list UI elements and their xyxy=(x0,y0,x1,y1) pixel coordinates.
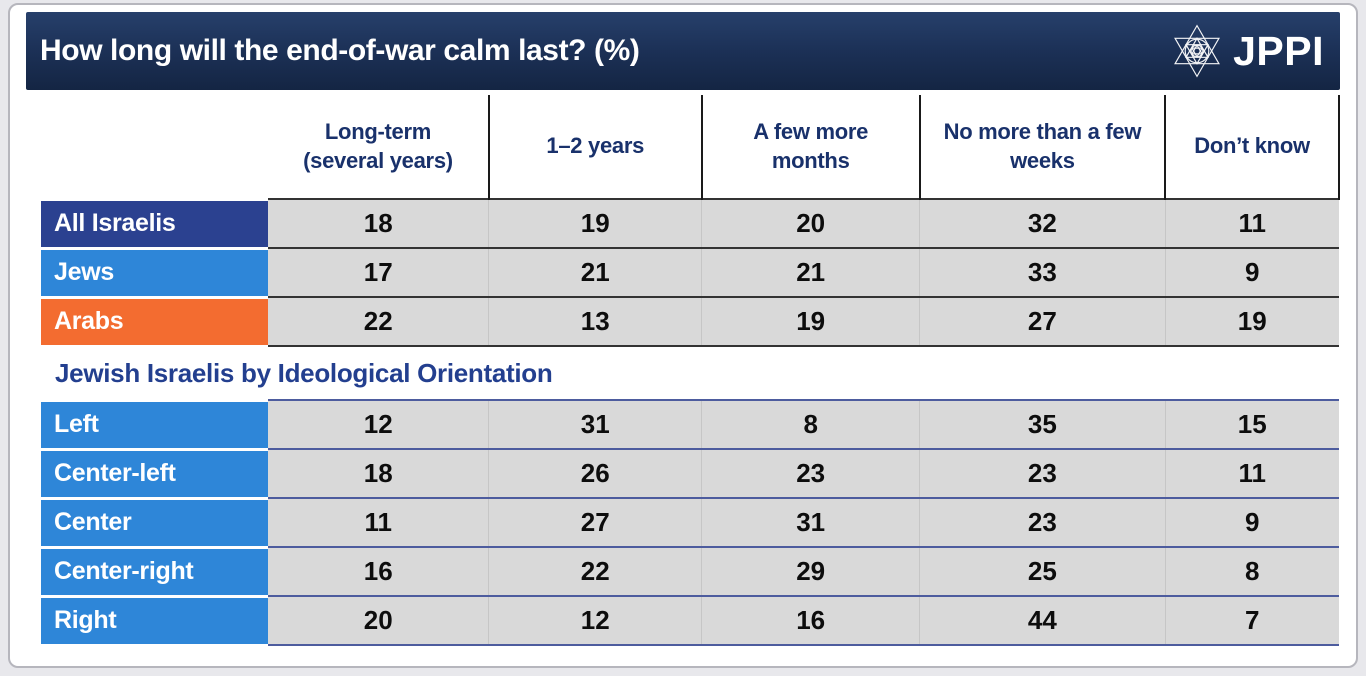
column-header-1-2-years: 1–2 years xyxy=(487,95,702,199)
value-cell: 31 xyxy=(488,399,702,450)
corner-cell xyxy=(41,95,269,199)
row-label: Left xyxy=(41,398,269,451)
value-cell: 8 xyxy=(701,399,920,450)
section-title: Jewish Israelis by Ideological Orientati… xyxy=(41,346,1339,400)
value-cell: 11 xyxy=(268,497,489,548)
value-cell: 25 xyxy=(919,546,1166,597)
table-body: All Israelis 18 19 20 32 11 Jews 17 21 21 33 9 Arabs… xyxy=(41,197,1339,647)
table-row: Center-right 16 22 29 25 8 xyxy=(41,545,1339,598)
column-header-few-weeks: No more than a few weeks xyxy=(918,95,1166,199)
value-cell: 44 xyxy=(919,595,1166,646)
value-cell: 27 xyxy=(919,296,1166,347)
table-row: Left 12 31 8 35 15 xyxy=(41,398,1339,451)
value-cell: 27 xyxy=(488,497,702,548)
column-header-row: Long-term (several years) 1–2 years A fe… xyxy=(41,95,1340,199)
value-cell: 19 xyxy=(488,198,702,249)
value-cell: 11 xyxy=(1164,198,1339,249)
value-cell: 22 xyxy=(488,546,702,597)
value-cell: 21 xyxy=(701,247,920,298)
survey-table: Long-term (several years) 1–2 years A fe… xyxy=(41,95,1340,647)
row-label: Arabs xyxy=(41,295,269,348)
column-header-dont-know: Don’t know xyxy=(1164,95,1340,199)
value-cell: 21 xyxy=(488,247,702,298)
value-cell: 11 xyxy=(1164,448,1339,499)
row-label: Center xyxy=(41,496,269,549)
table-row: All Israelis 18 19 20 32 11 xyxy=(41,197,1339,250)
row-label: Right xyxy=(41,594,269,647)
table-row: Center 11 27 31 23 9 xyxy=(41,496,1339,549)
page-title: How long will the end-of-war calm last? … xyxy=(40,34,640,67)
section-header-row: Jewish Israelis by Ideological Orientati… xyxy=(41,346,1339,400)
value-cell: 12 xyxy=(268,399,489,450)
star-of-david-icon xyxy=(1168,22,1226,80)
jppi-logo: JPPI xyxy=(1168,22,1324,80)
value-cell: 32 xyxy=(919,198,1166,249)
value-cell: 26 xyxy=(488,448,702,499)
value-cell: 9 xyxy=(1164,247,1339,298)
value-cell: 18 xyxy=(268,198,489,249)
row-label: All Israelis xyxy=(41,197,269,250)
value-cell: 16 xyxy=(701,595,920,646)
value-cell: 13 xyxy=(488,296,702,347)
column-header-few-months: A few more months xyxy=(700,95,920,199)
row-label: Center-right xyxy=(41,545,269,598)
value-cell: 35 xyxy=(919,399,1166,450)
value-cell: 17 xyxy=(268,247,489,298)
value-cell: 22 xyxy=(268,296,489,347)
value-cell: 16 xyxy=(268,546,489,597)
value-cell: 23 xyxy=(919,497,1166,548)
value-cell: 29 xyxy=(701,546,920,597)
value-cell: 23 xyxy=(701,448,920,499)
value-cell: 23 xyxy=(919,448,1166,499)
value-cell: 20 xyxy=(701,198,920,249)
content-card: How long will the end-of-war calm last? … xyxy=(8,3,1358,668)
column-header-long-term: Long-term (several years) xyxy=(268,95,489,199)
table-row: Center-left 18 26 23 23 11 xyxy=(41,447,1339,500)
value-cell: 33 xyxy=(919,247,1166,298)
title-bar: How long will the end-of-war calm last? … xyxy=(26,12,1340,90)
row-label: Jews xyxy=(41,246,269,299)
value-cell: 15 xyxy=(1164,399,1339,450)
value-cell: 31 xyxy=(701,497,920,548)
value-cell: 12 xyxy=(488,595,702,646)
value-cell: 19 xyxy=(701,296,920,347)
table-row: Right 20 12 16 44 7 xyxy=(41,594,1339,647)
table-row: Arabs 22 13 19 27 19 xyxy=(41,295,1339,348)
row-label: Center-left xyxy=(41,447,269,500)
value-cell: 8 xyxy=(1164,546,1339,597)
value-cell: 7 xyxy=(1164,595,1339,646)
value-cell: 19 xyxy=(1164,296,1339,347)
table-row: Jews 17 21 21 33 9 xyxy=(41,246,1339,299)
value-cell: 9 xyxy=(1164,497,1339,548)
value-cell: 18 xyxy=(268,448,489,499)
value-cell: 20 xyxy=(268,595,489,646)
logo-text: JPPI xyxy=(1233,27,1324,74)
